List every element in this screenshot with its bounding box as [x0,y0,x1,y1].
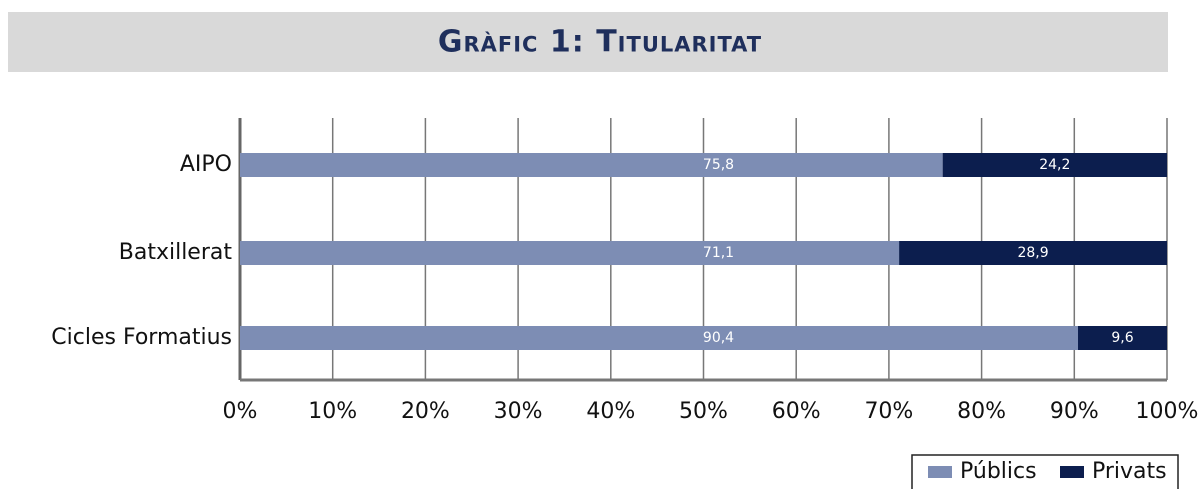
bar-segment [899,241,1167,265]
data-label: 9,6 [1111,330,1133,346]
x-tick-label: 10% [308,399,357,424]
x-tick-label: 30% [494,399,543,424]
title-banner [8,12,1168,72]
x-tick-label: 90% [1050,399,1099,424]
legend-label: Públics [960,459,1037,484]
x-tick-label: 100% [1136,399,1199,424]
x-tick-label: 40% [586,399,635,424]
bar-segment [942,153,1167,177]
x-tick-label: 80% [957,399,1006,424]
x-tick-label: 60% [772,399,821,424]
x-tick-label: 70% [864,399,913,424]
chart-title: Gràfic 1: Titularitat [438,25,762,60]
bar-segment [240,241,900,265]
x-tick-label: 20% [401,399,450,424]
data-label: 75,8 [703,157,734,173]
legend-box [911,454,1179,489]
bar-segment [1078,326,1167,350]
legend-swatch [928,466,952,478]
bar-segment [240,326,1079,350]
data-label: 28,9 [1017,245,1048,261]
data-label: 71,1 [703,245,734,261]
y-tick-label: Cicles Formatius [51,325,232,350]
y-tick-label: AIPO [180,152,232,177]
y-tick-label: Batxillerat [119,240,233,265]
data-label: 24,2 [1039,157,1070,173]
data-label: 90,4 [703,330,734,346]
legend-label: Privats [1092,459,1167,484]
bar-segment [240,153,943,177]
legend-swatch [1060,466,1084,478]
x-tick-label: 50% [679,399,728,424]
x-tick-label: 0% [223,399,258,424]
